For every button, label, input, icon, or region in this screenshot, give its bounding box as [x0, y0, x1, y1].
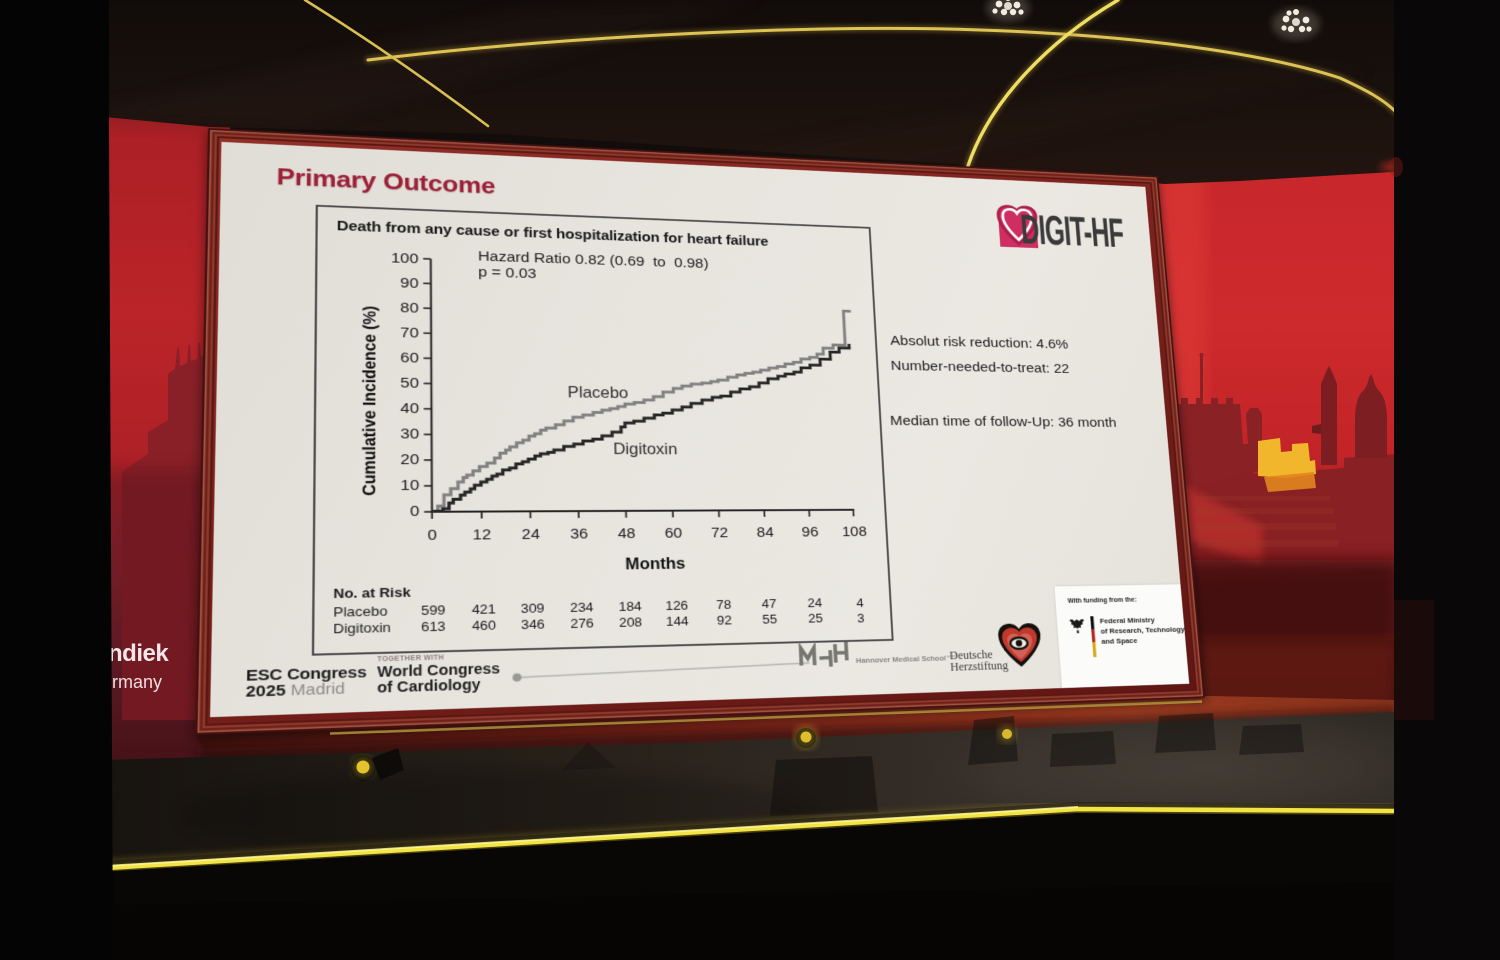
svg-text:108: 108	[842, 524, 868, 539]
svg-text:50: 50	[400, 376, 419, 392]
svg-text:613: 613	[421, 618, 446, 634]
svg-text:ndiek: ndiek	[108, 640, 169, 667]
svg-text:100: 100	[391, 251, 419, 267]
svg-text:60: 60	[665, 526, 683, 542]
svg-text:78: 78	[716, 597, 732, 612]
svg-text:0: 0	[410, 504, 420, 520]
svg-text:4: 4	[856, 595, 864, 609]
svg-text:30: 30	[400, 426, 419, 442]
svg-text:126: 126	[665, 598, 689, 613]
svg-text:Hazard Ratio 0.82 (0.69 to 0: Hazard Ratio 0.82 (0.69 to 0.98)	[478, 249, 709, 271]
svg-text:208: 208	[619, 614, 643, 629]
svg-text:599: 599	[421, 602, 446, 618]
svg-text:Months: Months	[625, 555, 685, 573]
svg-text:Hannover Medical School: Hannover Medical School	[856, 655, 946, 666]
svg-text:Cumulative Incidence (%): Cumulative Incidence (%)	[359, 306, 380, 496]
svg-text:0: 0	[427, 528, 437, 544]
svg-text:12: 12	[473, 527, 492, 543]
svg-text:276: 276	[570, 615, 594, 631]
svg-text:and Space: and Space	[1101, 636, 1138, 646]
svg-text:25: 25	[808, 611, 824, 626]
svg-text:70: 70	[400, 325, 419, 341]
svg-text:48: 48	[618, 526, 636, 542]
svg-text:346: 346	[521, 616, 545, 632]
svg-text:421: 421	[472, 601, 497, 617]
svg-text:p = 0.03: p = 0.03	[478, 265, 537, 282]
svg-text:309: 309	[521, 600, 545, 616]
svg-text:96: 96	[801, 525, 819, 540]
svg-text:60: 60	[400, 350, 419, 366]
svg-text:10: 10	[400, 478, 419, 494]
svg-text:47: 47	[761, 596, 776, 611]
svg-text:460: 460	[472, 617, 497, 633]
svg-text:80: 80	[400, 300, 419, 316]
svg-text:Digitoxin: Digitoxin	[333, 619, 391, 636]
svg-text:ermany: ermany	[102, 672, 162, 692]
svg-text:Federal Ministry: Federal Ministry	[1099, 615, 1155, 625]
svg-text:40: 40	[400, 401, 419, 417]
svg-text:24: 24	[807, 595, 823, 610]
svg-text:Placebo: Placebo	[567, 384, 628, 402]
svg-text:No. at Risk: No. at Risk	[333, 584, 411, 601]
svg-text:90: 90	[400, 276, 418, 292]
svg-text:72: 72	[711, 525, 729, 540]
svg-text:20: 20	[400, 452, 419, 468]
svg-text:3: 3	[857, 611, 865, 626]
svg-text:Death from any cause or first: Death from any cause or first hospitaliz…	[337, 219, 769, 250]
svg-text:DIGIT-HF: DIGIT-HF	[1019, 206, 1125, 256]
svg-text:84: 84	[756, 525, 774, 540]
svg-text:92: 92	[717, 612, 733, 627]
svg-text:Placebo: Placebo	[333, 603, 388, 620]
svg-text:Digitoxin: Digitoxin	[613, 441, 677, 458]
svg-text:184: 184	[618, 598, 642, 613]
svg-text:234: 234	[570, 599, 594, 614]
svg-text:55: 55	[762, 611, 778, 626]
svg-text:144: 144	[666, 613, 690, 628]
svg-text:36: 36	[570, 526, 588, 542]
svg-text:24: 24	[522, 527, 541, 543]
svg-text:of Research, Technology: of Research, Technology	[1100, 625, 1185, 636]
